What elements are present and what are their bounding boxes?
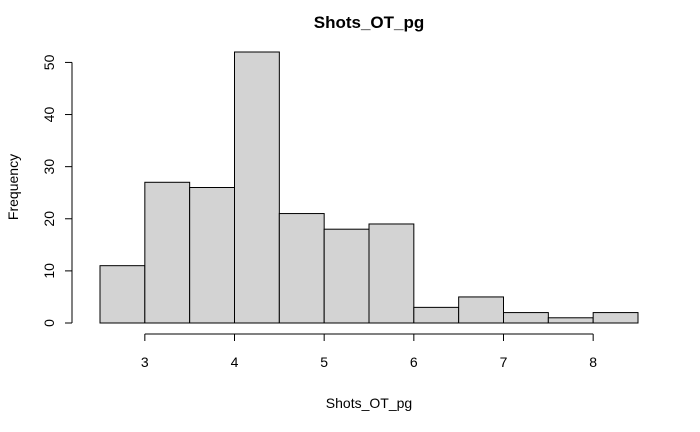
y-tick-label: 0 bbox=[41, 319, 57, 327]
bars-group bbox=[99, 51, 639, 324]
x-tick-label: 6 bbox=[410, 354, 418, 370]
y-tick-label: 20 bbox=[41, 211, 57, 227]
histogram-bar-3 bbox=[189, 187, 236, 324]
y-tick-label: 40 bbox=[41, 107, 57, 123]
histogram-bar-4 bbox=[234, 51, 280, 324]
x-tick-label: 5 bbox=[320, 354, 328, 370]
x-tick-label: 8 bbox=[589, 354, 597, 370]
histogram-bar-5 bbox=[278, 213, 325, 324]
histogram-bar-8 bbox=[413, 306, 460, 324]
x-axis: 3 4 5 6 7 8 bbox=[141, 333, 597, 370]
y-axis-label: Frequency bbox=[5, 154, 21, 220]
x-axis-label: Shots_OT_pg bbox=[326, 395, 412, 411]
histogram-bar-11 bbox=[547, 317, 594, 324]
histogram-bar-2 bbox=[144, 181, 191, 324]
histogram-bar-9 bbox=[458, 296, 504, 324]
y-axis: 0 10 20 30 40 50 bbox=[41, 54, 73, 327]
x-tick-label: 3 bbox=[141, 354, 149, 370]
x-tick-label: 4 bbox=[231, 354, 239, 370]
histogram-bar-10 bbox=[503, 312, 549, 324]
histogram-bar-6 bbox=[323, 228, 370, 324]
histogram-bar-1 bbox=[99, 265, 146, 324]
y-tick-label: 30 bbox=[41, 159, 57, 175]
histogram-bar-7 bbox=[368, 223, 415, 324]
chart-title: Shots_OT_pg bbox=[314, 13, 425, 32]
y-tick-label: 50 bbox=[41, 54, 57, 70]
histogram-bar-12 bbox=[592, 312, 639, 324]
y-tick-label: 10 bbox=[41, 263, 57, 279]
x-tick-label: 7 bbox=[500, 354, 508, 370]
